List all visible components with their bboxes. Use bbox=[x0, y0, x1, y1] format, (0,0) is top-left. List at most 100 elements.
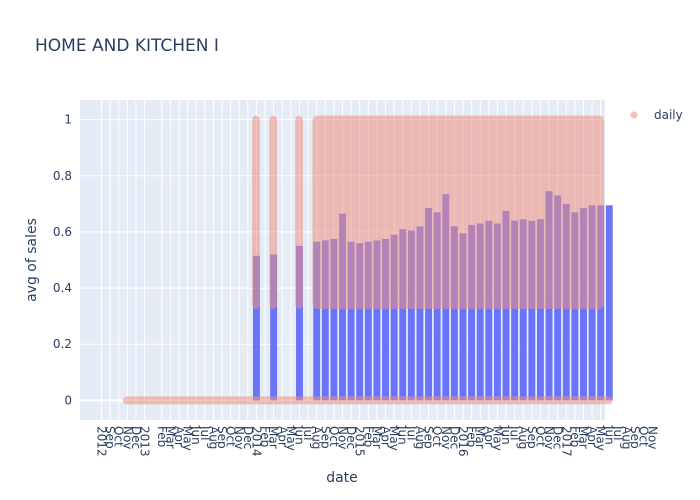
chart-title: HOME AND KITCHEN I bbox=[35, 36, 219, 56]
bar bbox=[296, 245, 303, 401]
x-tick-label: May bbox=[594, 426, 608, 451]
bar bbox=[330, 238, 338, 401]
x-tick-label: Feb bbox=[568, 426, 582, 447]
y-axis-ticks: 0 0.2 0.4 0.6 0.8 1 bbox=[53, 113, 72, 408]
x-tick-label: Jul bbox=[404, 425, 418, 440]
x-tick-label: Oct bbox=[327, 426, 341, 447]
x-tick-label: Sep bbox=[422, 426, 436, 449]
x-tick-label: Nov bbox=[336, 426, 350, 449]
x-tick-label: Aug bbox=[620, 426, 634, 449]
y-tick-label: 0.6 bbox=[53, 225, 72, 239]
x-tick-label: Nov bbox=[439, 426, 453, 449]
bar bbox=[321, 240, 329, 401]
bar bbox=[459, 233, 467, 401]
x-tick-label: Apr bbox=[275, 426, 289, 447]
daily-points-band bbox=[295, 115, 303, 309]
bar bbox=[468, 224, 476, 401]
legend[interactable]: daily bbox=[630, 108, 683, 122]
y-tick-label: 1 bbox=[64, 113, 72, 127]
daily-series bbox=[123, 115, 613, 405]
x-tick-label: Oct bbox=[112, 426, 126, 447]
daily-points-band bbox=[252, 115, 260, 309]
y-tick-label: 0 bbox=[64, 393, 72, 407]
bar bbox=[270, 254, 278, 401]
bar bbox=[416, 226, 424, 401]
bar bbox=[450, 226, 458, 401]
x-tick-label: 2017 bbox=[559, 426, 573, 457]
x-tick-label: Nov bbox=[232, 426, 246, 449]
x-tick-label: Sep bbox=[103, 426, 117, 449]
x-tick-label: Oct bbox=[224, 426, 238, 447]
x-tick-label: Nov bbox=[645, 426, 659, 449]
daily-baseline-points bbox=[123, 396, 613, 405]
x-tick-label: Aug bbox=[516, 426, 530, 449]
x-tick-label: Apr bbox=[172, 426, 186, 447]
x-tick-label: Feb bbox=[361, 426, 375, 447]
bar bbox=[364, 241, 372, 401]
x-tick-label: Sep bbox=[318, 426, 332, 449]
x-tick-label: Aug bbox=[206, 426, 220, 449]
x-tick-label: Nov bbox=[120, 426, 134, 449]
x-tick-label: Jun bbox=[602, 425, 616, 445]
x-tick-label: Jul bbox=[301, 425, 315, 440]
y-tick-label: 0.2 bbox=[53, 337, 72, 351]
x-tick-label: Apr bbox=[585, 426, 599, 447]
x-tick-label: Sep bbox=[628, 426, 642, 449]
x-tick-label: Feb bbox=[155, 426, 169, 447]
x-tick-label: Dec bbox=[551, 426, 565, 449]
bar bbox=[407, 230, 415, 401]
bar bbox=[519, 219, 527, 401]
x-tick-label: Sep bbox=[215, 426, 229, 449]
bar bbox=[356, 243, 364, 401]
daily-points-band bbox=[269, 115, 278, 309]
x-tick-label: Mar bbox=[267, 426, 281, 449]
daily-points-band bbox=[312, 115, 605, 309]
x-tick-label: Dec bbox=[241, 426, 255, 449]
bar bbox=[485, 220, 493, 401]
legend-marker-daily bbox=[630, 111, 638, 119]
x-tick-label: Mar bbox=[473, 426, 487, 449]
bar bbox=[313, 241, 321, 401]
x-tick-label: Oct bbox=[533, 426, 547, 447]
bar bbox=[382, 238, 389, 401]
bar bbox=[537, 219, 544, 401]
x-tick-label: Apr bbox=[482, 426, 496, 447]
x-tick-label: Jun bbox=[189, 425, 203, 445]
x-tick-label: Jun bbox=[396, 425, 410, 445]
x-tick-label: Dec bbox=[447, 426, 461, 449]
legend-label-daily: daily bbox=[654, 108, 683, 122]
y-tick-label: 0.4 bbox=[53, 281, 72, 295]
x-tick-label: Aug bbox=[413, 426, 427, 449]
x-tick-label: May bbox=[490, 426, 504, 451]
bar bbox=[252, 255, 260, 401]
bar bbox=[373, 240, 381, 401]
x-tick-label: May bbox=[284, 426, 298, 451]
bar bbox=[511, 220, 519, 401]
x-tick-label: Mar bbox=[576, 426, 590, 449]
x-tick-label: Feb bbox=[465, 426, 479, 447]
x-tick-label: Apr bbox=[379, 426, 393, 447]
x-tick-label: Aug bbox=[310, 426, 324, 449]
x-tick-label: 2012 bbox=[95, 426, 109, 457]
x-tick-label: Nov bbox=[542, 426, 556, 449]
bar bbox=[399, 229, 407, 401]
x-tick-label: Jun bbox=[292, 425, 306, 445]
y-axis-title: avg of sales bbox=[24, 218, 40, 302]
x-tick-label: Sep bbox=[525, 426, 539, 449]
x-tick-label: Feb bbox=[258, 426, 272, 447]
bar bbox=[347, 241, 355, 401]
x-tick-label: Dec bbox=[344, 426, 358, 449]
bar bbox=[605, 205, 613, 401]
x-tick-label: May bbox=[387, 426, 401, 451]
x-tick-label: 2016 bbox=[456, 426, 470, 457]
bar bbox=[476, 223, 484, 401]
bar bbox=[390, 234, 398, 401]
x-tick-label: May bbox=[181, 426, 195, 451]
x-tick-label: 2014 bbox=[249, 426, 263, 457]
bar bbox=[493, 223, 501, 401]
y-tick-label: 0.8 bbox=[53, 169, 72, 183]
x-tick-label: Jul bbox=[508, 425, 522, 440]
x-tick-label: Jul bbox=[611, 425, 625, 440]
